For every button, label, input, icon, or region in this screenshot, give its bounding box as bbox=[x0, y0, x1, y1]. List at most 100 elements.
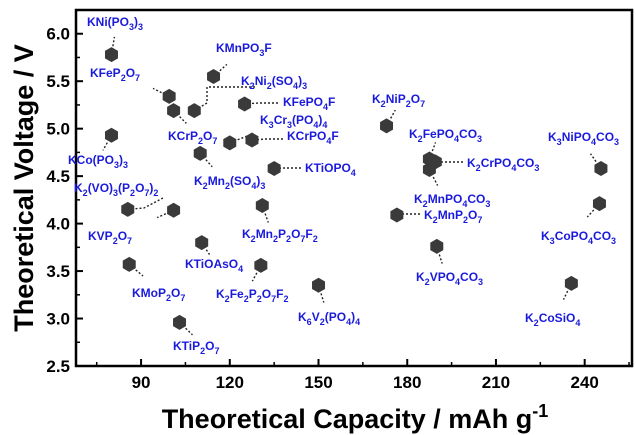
label-segment: O bbox=[291, 227, 300, 241]
y-axis-title: Theoretical Voltage / V bbox=[9, 44, 39, 332]
label-segment: 3 bbox=[129, 22, 134, 32]
label-segment: O bbox=[171, 286, 180, 300]
label-segment: K bbox=[409, 127, 418, 141]
leader-line bbox=[179, 116, 187, 124]
label-segment: 4 bbox=[326, 136, 331, 146]
data-point-marker bbox=[121, 201, 135, 217]
label-segment: K bbox=[194, 174, 203, 188]
leader-line bbox=[205, 159, 213, 168]
label-segment: KTiP bbox=[173, 339, 200, 353]
data-point-label: K2Mn2P2O7F2 bbox=[242, 227, 318, 244]
label-segment: 3 bbox=[611, 236, 616, 246]
label-segment: ) bbox=[149, 181, 153, 195]
y-tick-label: 6.0 bbox=[46, 25, 70, 44]
label-segment: 3 bbox=[550, 236, 555, 246]
x-tick-label: 240 bbox=[570, 373, 598, 392]
label-segment: 4 bbox=[454, 134, 459, 144]
data-point-label: K2CrPO4CO3 bbox=[467, 156, 539, 173]
label-segment: 2 bbox=[433, 215, 438, 225]
label-segment: 3 bbox=[557, 137, 562, 147]
label-segment: K bbox=[525, 311, 534, 325]
label-segment: F bbox=[276, 287, 283, 301]
data-point-label: KMoP2O7 bbox=[132, 286, 185, 303]
label-segment: KNi(PO bbox=[87, 15, 129, 29]
label-segment: (PO bbox=[292, 113, 313, 127]
label-segment: 3 bbox=[478, 277, 483, 287]
label-segment: 2 bbox=[425, 277, 430, 287]
leader-line bbox=[135, 269, 144, 277]
data-point-label: K6V2(PO4)4 bbox=[298, 310, 360, 327]
label-segment: 3 bbox=[113, 188, 118, 198]
leader-line bbox=[390, 109, 396, 119]
label-segment: 2 bbox=[423, 199, 428, 209]
data-point-label: K3Cr3(PO4)4 bbox=[260, 113, 327, 130]
label-segment: CoPO bbox=[555, 229, 588, 243]
label-segment: KVP bbox=[88, 229, 113, 243]
label-segment: 2 bbox=[113, 236, 118, 246]
label-segment: F bbox=[331, 129, 338, 143]
label-segment: 2 bbox=[313, 234, 318, 244]
label-segment: 4 bbox=[355, 317, 360, 327]
label-segment: KFeP bbox=[90, 66, 121, 80]
label-segment: Mn bbox=[256, 227, 273, 241]
label-segment: K bbox=[541, 229, 550, 243]
data-point-marker bbox=[167, 103, 181, 119]
x-tick-label: 150 bbox=[304, 373, 332, 392]
label-segment: KMnPO bbox=[216, 41, 259, 55]
plot-frame bbox=[74, 8, 634, 368]
label-segment: 7 bbox=[477, 215, 482, 225]
data-point-marker bbox=[238, 96, 252, 112]
label-segment: 4 bbox=[322, 120, 327, 130]
label-segment: VPO bbox=[430, 270, 455, 284]
y-tick-label: 4.0 bbox=[46, 215, 70, 234]
data-point-label: K2FePO4CO3 bbox=[409, 127, 482, 144]
data-point-marker bbox=[207, 68, 221, 84]
label-segment: V bbox=[312, 310, 320, 324]
label-segment: (SO bbox=[272, 74, 293, 88]
x-tick-label: 120 bbox=[216, 373, 244, 392]
x-axis-title-main: Theoretical Capacity / mAh g bbox=[162, 404, 533, 434]
label-segment: Cr bbox=[274, 113, 288, 127]
leader-line bbox=[102, 142, 108, 151]
data-point-marker bbox=[187, 103, 201, 119]
label-segment: CO bbox=[467, 192, 485, 206]
label-segment: KCrPO bbox=[287, 129, 326, 143]
data-point-marker bbox=[267, 161, 281, 177]
data-point-label: K2Ni2(SO4)3 bbox=[241, 74, 307, 91]
leader-line bbox=[274, 167, 301, 170]
label-segment: P bbox=[249, 287, 257, 301]
label-segment: 7 bbox=[271, 294, 276, 304]
leader-line bbox=[562, 290, 569, 300]
label-segment: 2 bbox=[267, 81, 272, 91]
label-segment: 2 bbox=[320, 317, 325, 327]
leader-line bbox=[237, 135, 247, 141]
label-segment: K bbox=[216, 287, 225, 301]
label-segment: CO bbox=[593, 229, 611, 243]
label-segment: Ni bbox=[255, 74, 267, 88]
label-segment: Fe bbox=[230, 287, 244, 301]
data-point-marker bbox=[254, 257, 268, 273]
data-markers bbox=[104, 47, 608, 330]
label-segment: 2 bbox=[121, 73, 126, 83]
data-point-marker bbox=[390, 207, 404, 223]
label-segment: 7 bbox=[300, 234, 305, 244]
label-segment: 3 bbox=[260, 181, 265, 191]
label-segment: 7 bbox=[127, 236, 132, 246]
leader-line bbox=[156, 213, 167, 219]
label-segment: ) bbox=[134, 15, 138, 29]
label-segment: 2 bbox=[83, 188, 88, 198]
label-segment: 4 bbox=[462, 199, 467, 209]
data-point-label: KCrP2O7 bbox=[168, 129, 217, 146]
label-segment: (P bbox=[118, 181, 130, 195]
label-segment: K bbox=[242, 227, 251, 241]
label-segment: KTiOPO bbox=[305, 161, 351, 175]
label-segment: KMoP bbox=[132, 286, 166, 300]
label-segment: 3 bbox=[287, 120, 292, 130]
data-point-marker bbox=[255, 198, 269, 214]
y-tick-label: 3.5 bbox=[46, 262, 70, 281]
leader-line bbox=[586, 209, 595, 218]
label-segment: 2 bbox=[250, 81, 255, 91]
y-tick-label: 3.0 bbox=[46, 310, 70, 329]
label-segment: 4 bbox=[455, 277, 460, 287]
